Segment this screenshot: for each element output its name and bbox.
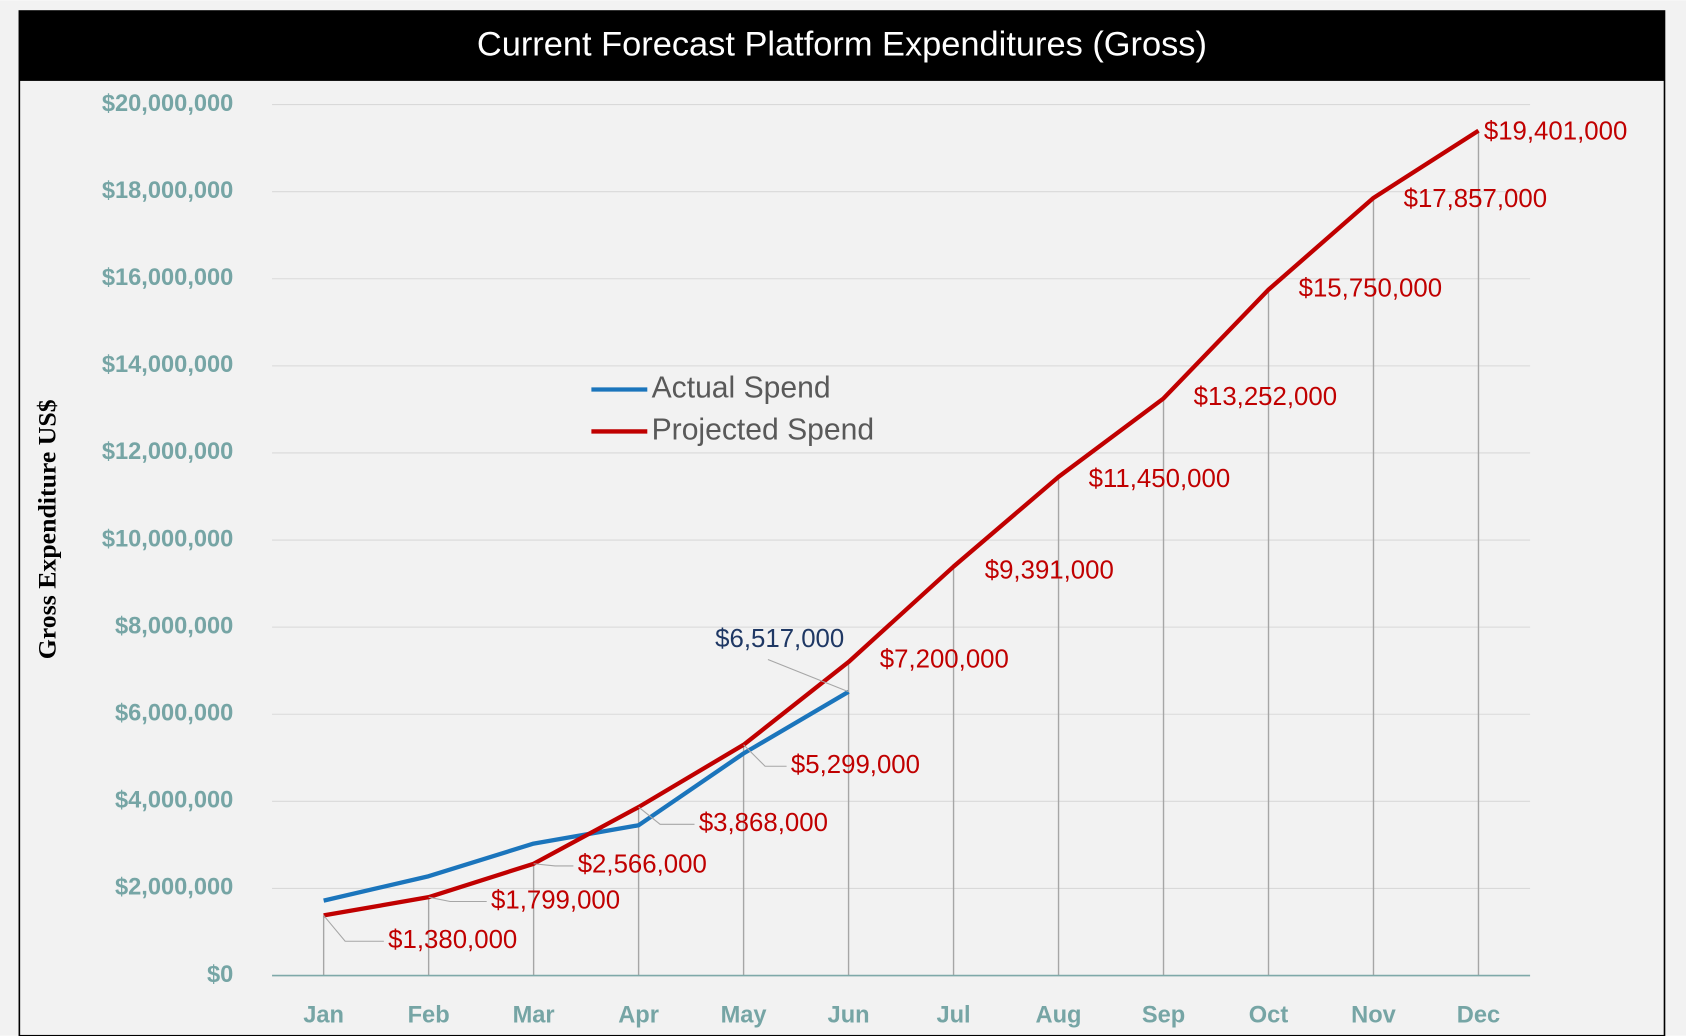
x-tick-label: Sep [1142,1003,1185,1029]
leader-line [428,896,487,903]
data-label: $9,391,000 [985,557,1114,585]
y-tick-label: $20,000,000 [102,91,233,117]
data-label: $1,799,000 [491,886,620,914]
x-tick-label: Dec [1457,1003,1500,1029]
x-tick-label: May [721,1003,768,1029]
leader-line [323,915,384,942]
title-bar [19,11,1665,81]
y-axis-label: Gross Expenditure US$ [32,399,61,659]
data-label: $2,566,000 [578,851,707,879]
y-tick-label: $6,000,000 [115,700,233,726]
y-tick-label: $14,000,000 [102,352,233,378]
x-tick-label: Jan [303,1003,344,1029]
x-tick-label: Nov [1351,1003,1397,1029]
y-tick-label: $0 [207,962,233,988]
x-tick-label: Jul [936,1003,970,1029]
data-label: $6,517,000 [715,625,844,653]
leader-line [533,863,574,867]
x-tick-label: Oct [1249,1003,1289,1029]
leader-line [743,744,787,767]
x-tick-label: Jun [828,1003,870,1029]
data-label: $1,380,000 [388,926,517,954]
x-tick-label: Apr [618,1003,659,1029]
y-tick-label: $16,000,000 [102,265,233,291]
y-tick-label: $18,000,000 [102,178,233,204]
data-label: $5,299,000 [791,751,920,779]
data-label: $13,252,000 [1194,383,1337,411]
leader-line [767,658,849,693]
y-tick-label: $12,000,000 [102,439,233,465]
data-label: $19,401,000 [1484,118,1627,146]
legend-label: Actual Spend [652,371,831,404]
x-tick-label: Feb [408,1003,450,1029]
y-tick-label: $2,000,000 [115,875,233,901]
data-label: $7,200,000 [880,646,1009,674]
y-tick-label: $10,000,000 [102,526,233,552]
y-tick-label: $8,000,000 [115,613,233,639]
legend-label: Projected Spend [652,413,875,446]
data-label: $11,450,000 [1089,465,1231,493]
series-line [323,128,1480,918]
x-tick-label: Aug [1036,1003,1082,1029]
y-tick-label: $4,000,000 [115,788,233,814]
data-label: $15,750,000 [1299,274,1442,302]
leader-line [638,806,695,825]
data-label: $17,857,000 [1404,185,1547,213]
chart-title: Current Forecast Platform Expenditures (… [477,26,1207,64]
x-tick-label: Mar [513,1003,555,1029]
data-label: $3,868,000 [699,809,828,837]
